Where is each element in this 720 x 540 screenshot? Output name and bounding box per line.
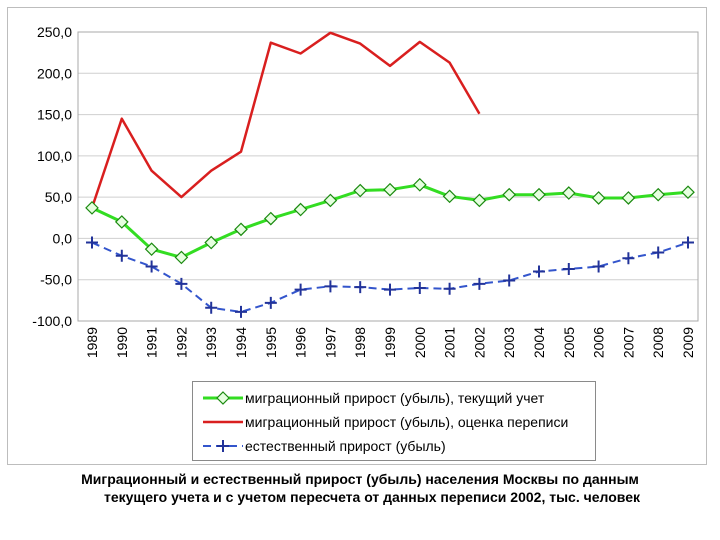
- data-point-plus: [533, 265, 545, 278]
- x-tick-label: 2009: [680, 327, 696, 358]
- y-tick-label: 250,0: [37, 24, 72, 40]
- data-point-diamond: [353, 183, 368, 198]
- legend-item-migration-census: миграционный прирост (убыль), оценка пер…: [203, 412, 568, 432]
- data-point-plus: [235, 305, 247, 318]
- y-tick-label: 200,0: [37, 65, 72, 81]
- legend-swatch-red-line: [203, 420, 243, 424]
- y-tick-label: -100,0: [32, 313, 72, 329]
- legend-label-migration-current: миграционный прирост (убыль), текущий уч…: [245, 390, 545, 406]
- x-tick-label: 1999: [382, 327, 398, 358]
- data-point-diamond: [323, 193, 338, 208]
- x-tick-label: 2003: [501, 327, 517, 358]
- y-tick-label: 0,0: [53, 230, 73, 246]
- chart-legend: миграционный прирост (убыль), текущий уч…: [192, 381, 596, 461]
- chart-plot: -100,0 -50,0 0,0 50,0 100,0 150,0 200,0 250,0 19…: [32, 24, 699, 358]
- caption-line-2: текущего учета и с учетом пересчета от д…: [103, 489, 640, 505]
- x-tick-label: 1992: [173, 327, 189, 358]
- data-point-diamond: [293, 202, 308, 217]
- x-tick-label: 1995: [263, 327, 279, 358]
- data-point-plus: [354, 281, 367, 294]
- legend-item-natural: естественный прирост (убыль): [203, 436, 446, 456]
- x-tick-label: 2004: [531, 327, 547, 358]
- data-point-diamond: [234, 222, 248, 237]
- data-point-plus: [115, 249, 128, 262]
- data-point-plus: [682, 236, 694, 249]
- data-point-plus: [145, 260, 158, 273]
- chart-frame: -100,0 -50,0 0,0 50,0 100,0 150,0 200,0 250,0 19…: [7, 7, 707, 465]
- y-tick-label: -50,0: [40, 272, 72, 288]
- x-tick-label: 2001: [442, 327, 458, 358]
- series-line-2: [90, 31, 481, 209]
- data-point-plus: [503, 274, 516, 287]
- data-point-diamond: [114, 215, 129, 229]
- data-point-plus: [205, 301, 218, 314]
- x-tick-label: 1997: [322, 327, 338, 358]
- x-tick-label: 1994: [233, 327, 249, 358]
- data-point-diamond: [681, 185, 695, 200]
- x-tick-label: 2000: [412, 327, 428, 358]
- data-point-plus: [264, 296, 277, 309]
- data-point-plus: [324, 280, 337, 293]
- figure-caption: Миграционный и естественный прирост (убы…: [0, 470, 720, 506]
- data-point-plus: [443, 282, 456, 295]
- data-point-plus: [384, 283, 396, 296]
- x-tick-label: 1993: [203, 327, 219, 358]
- x-tick-label: 2008: [650, 327, 666, 358]
- data-point-diamond: [561, 186, 576, 200]
- caption-line-1: Миграционный и естественный прирост (убы…: [81, 471, 639, 487]
- data-point-diamond: [412, 177, 427, 192]
- data-point-diamond: [383, 182, 397, 197]
- data-point-plus: [473, 277, 486, 290]
- data-point-diamond: [204, 235, 219, 250]
- x-tick-label: 2005: [561, 327, 577, 358]
- data-point-diamond: [591, 191, 606, 205]
- x-tick-label: 1991: [144, 327, 160, 358]
- data-point-plus: [652, 246, 665, 259]
- data-point-plus: [86, 236, 98, 249]
- data-point-diamond: [651, 187, 666, 202]
- data-point-diamond: [472, 193, 487, 208]
- data-point-plus: [592, 260, 605, 273]
- x-tick-label: 1989: [84, 327, 100, 358]
- x-tick-label: 2006: [591, 327, 607, 358]
- data-point-diamond: [442, 189, 457, 204]
- legend-label-natural: естественный прирост (убыль): [245, 438, 446, 454]
- x-tick-label: 1990: [114, 327, 130, 358]
- data-point-diamond: [621, 191, 636, 205]
- x-tick-label: 1996: [293, 327, 309, 358]
- data-point-diamond: [174, 250, 189, 265]
- y-tick-label: 50,0: [45, 189, 72, 205]
- x-tick-label: 1998: [352, 327, 368, 358]
- plot-area-border: [77, 31, 699, 322]
- legend-item-migration-current: миграционный прирост (убыль), текущий уч…: [203, 388, 544, 408]
- legend-swatch-green-diamond: [203, 391, 243, 405]
- y-tick-label: 100,0: [37, 148, 72, 164]
- data-point-plus: [294, 283, 307, 296]
- series-line-3: [91, 241, 689, 313]
- data-point-diamond: [144, 242, 159, 257]
- data-point-diamond: [85, 201, 99, 215]
- data-point-diamond: [502, 187, 517, 202]
- data-point-plus: [622, 252, 635, 265]
- legend-label-migration-census: миграционный прирост (убыль), оценка пер…: [245, 414, 569, 430]
- data-point-plus: [413, 281, 426, 294]
- data-point-plus: [562, 262, 575, 275]
- legend-swatch-blue-dashed-plus: [203, 440, 243, 452]
- x-tick-label: 2007: [620, 327, 636, 358]
- data-point-diamond: [532, 187, 546, 202]
- x-tick-label: 2002: [471, 327, 487, 358]
- data-point-diamond: [263, 211, 278, 226]
- data-point-plus: [175, 277, 188, 290]
- y-tick-label: 150,0: [37, 107, 72, 123]
